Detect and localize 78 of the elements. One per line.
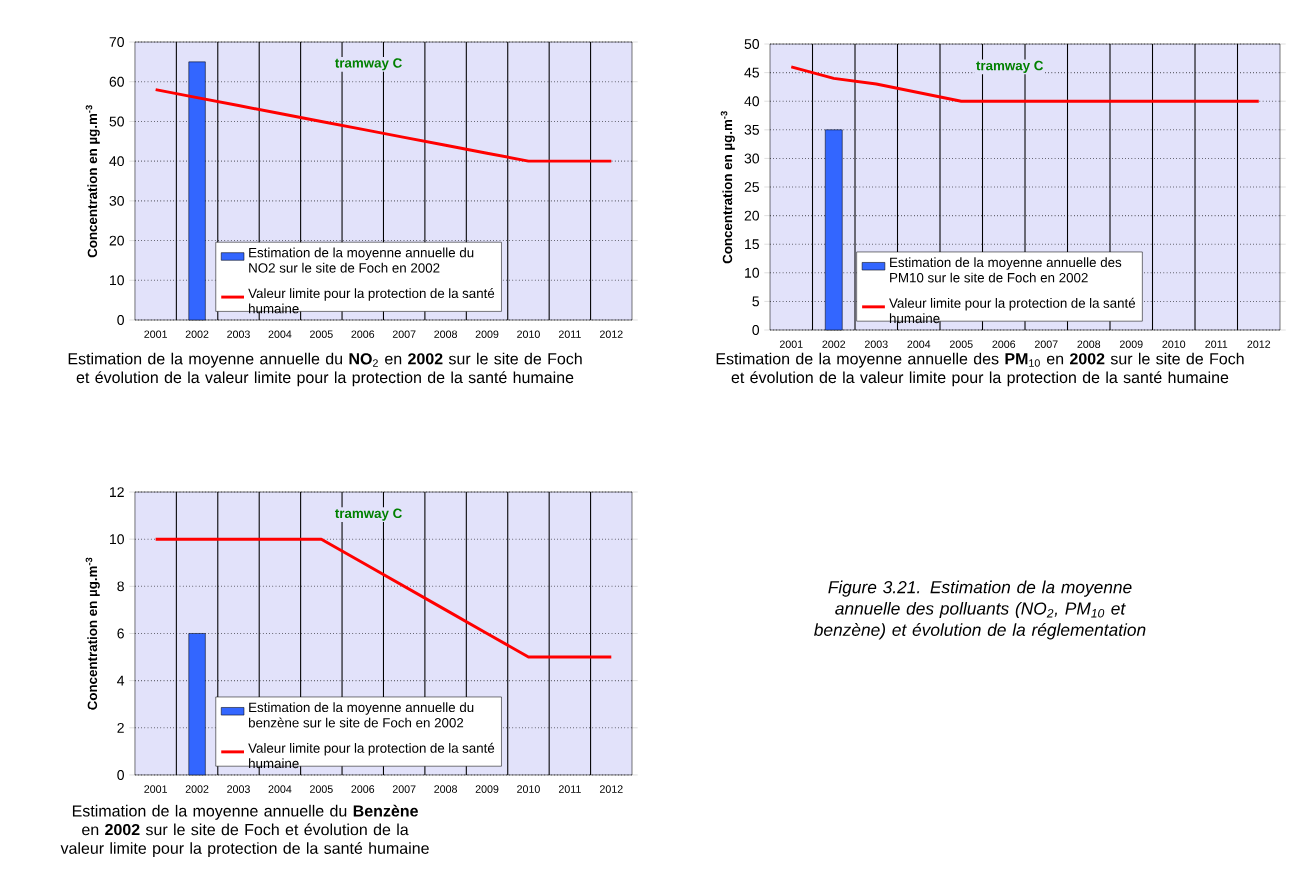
- legend-label: Valeur limite pour la protection de la santé humaine: [248, 288, 495, 314]
- annotation: tramway C: [335, 58, 402, 71]
- legend-label: Valeur limite pour la protection de la santé humaine: [889, 297, 1136, 324]
- y-axis-title: Concentration en µg.m$^{-3}$: [85, 557, 100, 710]
- y-tick-label: 40: [109, 156, 124, 167]
- x-tick-label: 2009: [475, 330, 499, 338]
- y-tick-label: 20: [109, 235, 124, 246]
- x-tick-label: 2012: [1247, 340, 1271, 348]
- x-tick-label: 2001: [144, 330, 167, 338]
- y-tick-label: 50: [744, 39, 760, 49]
- legend-label: Estimation de la moyenne annuelle des PM10 sur le site de Foch en 2002: [890, 257, 1122, 283]
- y-tick-label: 40: [744, 96, 760, 107]
- x-tick-label: 2007: [392, 330, 416, 338]
- x-tick-label: 2008: [434, 330, 457, 338]
- x-tick-label: 2001: [144, 785, 167, 793]
- chart-title: Estimation de la moyenne annuelle du Benzène en 2002 sur le site de Foch et évolution de la valeur limite pour la protection de la santé humaine: [60, 804, 429, 858]
- x-tick-label: 2002: [822, 340, 846, 348]
- x-tick-label: 2001: [779, 340, 803, 348]
- x-tick-label: 2007: [392, 785, 416, 793]
- y-axis-title: Concentration en µg.m$^{-3}$: [720, 111, 735, 264]
- x-tick-label: 2008: [1077, 340, 1101, 348]
- x-tick-label: 2006: [351, 785, 375, 793]
- x-tick-label: 2002: [185, 330, 209, 338]
- y-tick-label: 10: [110, 534, 124, 545]
- x-tick-label: 2012: [599, 785, 623, 793]
- y-tick-label: 6: [117, 628, 124, 639]
- y-tick-label: 70: [109, 37, 124, 47]
- x-tick-label: 2009: [1119, 340, 1143, 348]
- y-tick-label: 35: [744, 124, 760, 135]
- y-tick-label: 10: [110, 275, 124, 286]
- x-tick-label: 2003: [227, 785, 250, 793]
- y-tick-label: 30: [109, 195, 124, 206]
- annotation: tramway C: [976, 60, 1044, 73]
- y-tick-label: 5: [752, 296, 760, 307]
- y-tick-label: 60: [109, 76, 124, 87]
- legend-label: Valeur limite pour la protection de la santé humaine: [248, 742, 495, 769]
- x-tick-label: 2011: [558, 330, 581, 338]
- text: Figure 3.21. Estimation de la moyenne annuelle des polluants (NO$_{2}$, PM$_{10}$ et benzène) et évolution de la réglementation: [814, 580, 1146, 640]
- x-tick-label: 2004: [907, 340, 931, 348]
- y-tick-label: 8: [117, 581, 124, 592]
- y-tick-label: 4: [117, 675, 125, 686]
- legend-label: Estimation de la moyenne annuelle du benzène sur le site de Foch en 2002: [248, 702, 474, 728]
- y-tick-label: 0: [117, 315, 124, 325]
- y-tick-label: 0: [117, 770, 124, 780]
- y-tick-label: 10: [745, 267, 760, 278]
- y-axis-title: Concentration en µg.m$^{-3}$: [85, 105, 100, 258]
- x-tick-label: 2007: [1034, 340, 1058, 348]
- y-tick-label: 2: [117, 722, 124, 733]
- text: Estimation de la moyenne annuelle du NO$_{2}$ en 2002 sur le site de Foch et évolution de la valeur limite pour la protection de la santé humaine: [68, 352, 582, 387]
- x-tick-label: 2012: [599, 330, 623, 338]
- y-tick-label: 12: [110, 487, 124, 497]
- x-tick-label: 2011: [558, 785, 581, 793]
- x-tick-label: 2002: [185, 785, 209, 793]
- x-tick-label: 2011: [1205, 340, 1228, 348]
- y-tick-label: 0: [752, 325, 760, 335]
- x-tick-label: 2009: [475, 785, 499, 793]
- y-tick-label: 30: [744, 153, 760, 164]
- annotation: tramway C: [335, 508, 402, 521]
- x-tick-label: 2003: [864, 340, 888, 348]
- x-tick-label: 2010: [517, 330, 540, 338]
- x-tick-label: 2008: [434, 785, 457, 793]
- x-tick-label: 2010: [517, 785, 540, 793]
- x-tick-label: 2005: [310, 785, 333, 793]
- legend-label: Estimation de la moyenne annuelle du NO2 sur le site de Foch en 2002: [249, 247, 474, 273]
- y-tick-label: 20: [744, 210, 760, 221]
- y-tick-label: 45: [744, 67, 760, 78]
- y-tick-label: 25: [744, 182, 760, 192]
- x-tick-label: 2004: [268, 785, 292, 793]
- x-tick-label: 2004: [268, 330, 292, 338]
- text: Estimation de la moyenne annuelle des PM$_{10}$ en 2002 sur le site de Foch et évolution de la valeur limite pour la protection de la santé humaine: [716, 352, 1244, 387]
- x-tick-label: 2006: [351, 330, 375, 338]
- x-tick-label: 2005: [310, 330, 333, 338]
- x-tick-label: 2005: [949, 340, 973, 348]
- x-tick-label: 2010: [1162, 340, 1186, 348]
- x-tick-label: 2003: [227, 330, 250, 338]
- y-tick-label: 50: [109, 116, 124, 127]
- x-tick-label: 2006: [992, 340, 1016, 348]
- y-tick-label: 15: [745, 239, 760, 250]
